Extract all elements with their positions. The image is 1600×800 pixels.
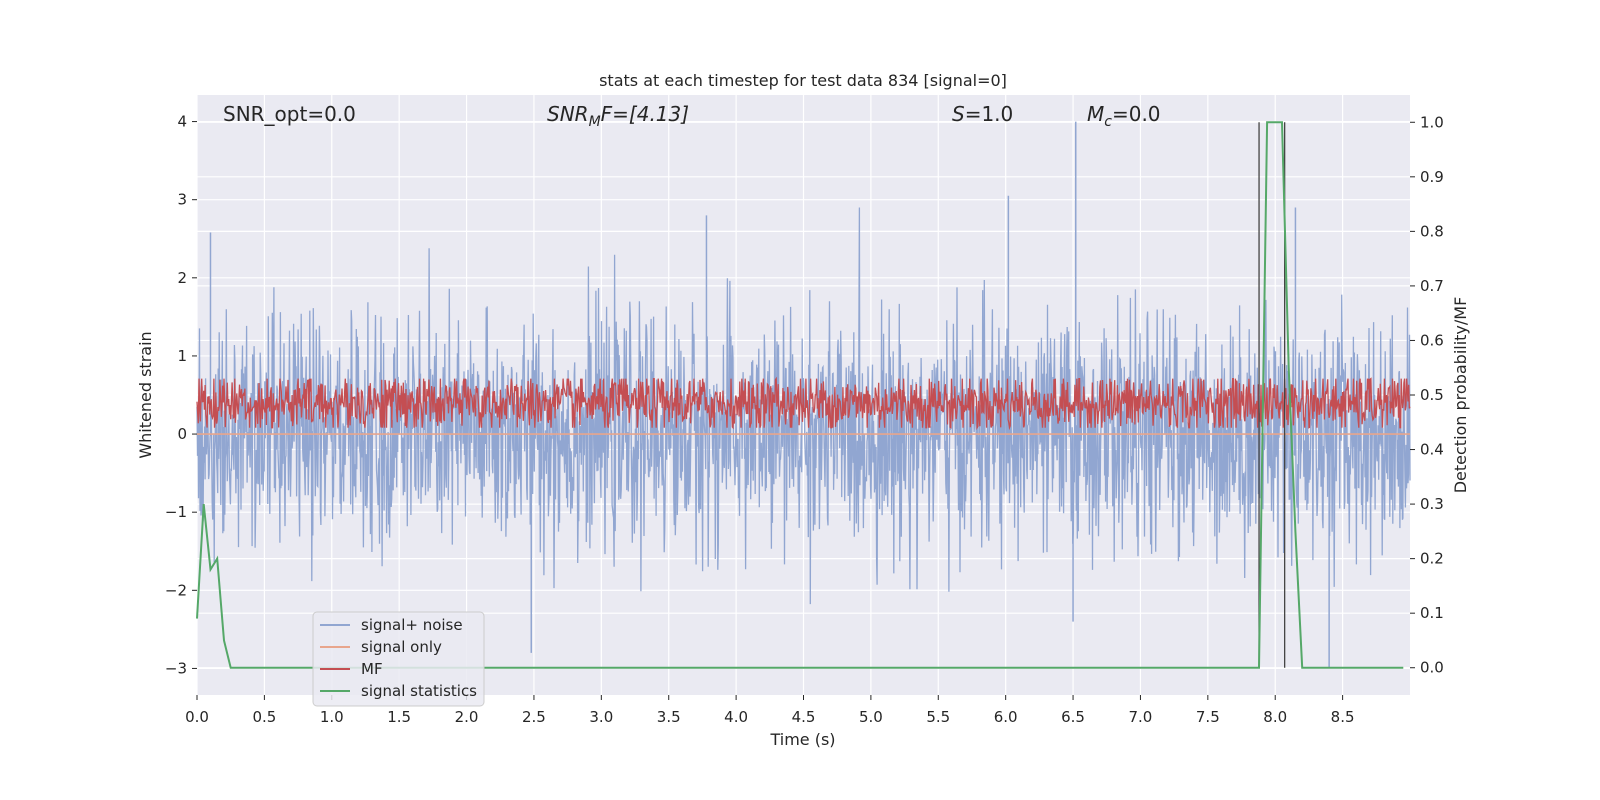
annotation-s: S=1.0 (952, 102, 1013, 126)
mf-line (196, 376, 1411, 431)
mc-main: M (1087, 102, 1104, 126)
signal-statistics-series (196, 121, 1404, 669)
x-tick-label: 6.0 (994, 708, 1018, 726)
x-tick-label: 4.0 (724, 708, 748, 726)
mc-rest: =0.0 (1112, 102, 1161, 126)
y2-tick-label: 0.4 (1420, 441, 1444, 459)
y2-tick-label: 0.8 (1420, 222, 1444, 240)
x-tick-label: 7.0 (1129, 708, 1153, 726)
x-tick-labels: 0.0 0.5 1.0 1.5 2.0 2.5 3.0 3.5 4.0 4.5 5.0 5.5 6.0 6… (185, 695, 1355, 726)
mc-sub: c (1104, 114, 1112, 130)
x-tick-label: 4.5 (792, 708, 816, 726)
legend-label-stats: signal statistics (361, 682, 477, 700)
y-tick-label: −3 (165, 659, 187, 677)
annotation-snr-opt: SNR_opt=0.0 (223, 102, 356, 126)
x-axis-label: Time (s) (769, 730, 835, 749)
y-tick-label: −1 (165, 503, 187, 521)
y-axis-label: Whitened strain (136, 331, 155, 458)
y-tick-label: 4 (177, 113, 187, 131)
y2-tick-label: 0.0 (1420, 659, 1444, 677)
y-tick-label: −2 (165, 581, 187, 599)
s-rest: =1.0 (965, 102, 1014, 126)
y-tick-label: 0 (177, 425, 187, 443)
y2-tick-label: 0.5 (1420, 386, 1444, 404)
signal-statistics-line (196, 121, 1404, 669)
annotation-mc: Mc=0.0 (1087, 102, 1161, 130)
y2-tick-label: 0.2 (1420, 550, 1444, 568)
legend-label-signal-only: signal only (361, 638, 442, 656)
chart-title: stats at each timestep for test data 834… (599, 71, 1007, 90)
x-tick-label: 3.0 (589, 708, 613, 726)
mf-series (196, 376, 1411, 431)
x-tick-label: 8.0 (1263, 708, 1287, 726)
y2-axis-label: Detection probability/MF (1451, 297, 1470, 494)
y2-tick-label: 0.6 (1420, 331, 1444, 349)
y-tick-label: 1 (177, 347, 187, 365)
x-tick-label: 5.0 (859, 708, 883, 726)
x-tick-label: 1.5 (387, 708, 411, 726)
y2-tick-label: 0.9 (1420, 168, 1444, 186)
x-tick-label: 3.5 (657, 708, 681, 726)
x-tick-label: 0.0 (185, 708, 209, 726)
y-tick-label: 3 (177, 191, 187, 209)
snr-mf-main: SNR (547, 102, 589, 126)
y2-tick-labels: 1.0 0.9 0.8 0.7 0.6 0.5 0.4 0.3 0.2 0.1 0.0 (1410, 113, 1444, 677)
snr-mf-sub: M (589, 114, 601, 130)
x-tick-label: 1.0 (320, 708, 344, 726)
x-tick-label: 2.0 (455, 708, 479, 726)
s-main: S (952, 102, 965, 126)
y2-tick-label: 1.0 (1420, 113, 1444, 131)
x-tick-label: 7.5 (1196, 708, 1220, 726)
legend: signal+ noise signal only MF signal stat… (312, 611, 485, 707)
x-tick-label: 5.5 (926, 708, 950, 726)
x-tick-label: 6.5 (1061, 708, 1085, 726)
x-tick-label: 0.5 (252, 708, 276, 726)
y2-tick-label: 0.3 (1420, 495, 1444, 513)
x-tick-label: 8.5 (1331, 708, 1355, 726)
y2-tick-label: 0.1 (1420, 604, 1444, 622)
x-tick-label: 2.5 (522, 708, 546, 726)
y-tick-label: 2 (177, 269, 187, 287)
snr-mf-rest: F=[4.13] (601, 102, 689, 126)
y-tick-labels: 4 3 2 1 0 −1 −2 −3 (165, 113, 197, 677)
legend-label-mf: MF (361, 660, 383, 678)
legend-label-noise: signal+ noise (361, 616, 463, 634)
legend-box (312, 611, 485, 707)
y2-tick-label: 0.7 (1420, 277, 1444, 295)
annotation-snr-mf: SNRMF=[4.13] (547, 102, 689, 130)
